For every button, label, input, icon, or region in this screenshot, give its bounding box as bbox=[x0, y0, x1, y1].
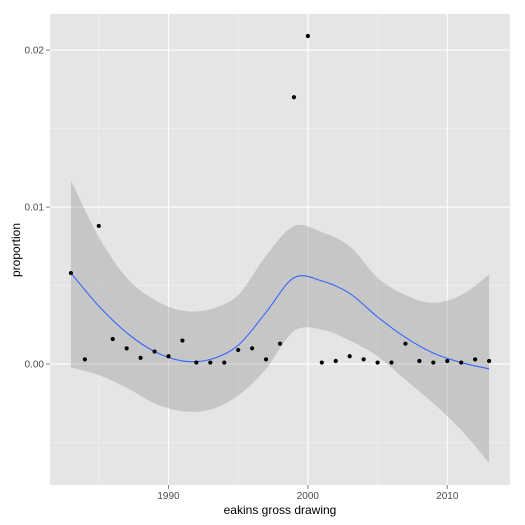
y-tick-label: 0.01 bbox=[25, 203, 45, 214]
data-point bbox=[473, 357, 478, 362]
grid-minor bbox=[50, 14, 510, 485]
x-tick-label: 1990 bbox=[157, 491, 180, 502]
loess-line bbox=[70, 272, 490, 370]
data-points bbox=[68, 33, 492, 365]
data-point bbox=[138, 355, 143, 360]
data-point bbox=[152, 349, 157, 354]
data-point bbox=[389, 360, 394, 365]
x-tick-label: 2010 bbox=[436, 491, 459, 502]
data-point bbox=[403, 341, 408, 346]
data-point bbox=[333, 358, 338, 364]
data-point bbox=[319, 360, 324, 365]
y-tick-label: 0.00 bbox=[25, 360, 45, 371]
x-tick-label: 2000 bbox=[297, 491, 320, 502]
data-point bbox=[194, 360, 199, 365]
data-point bbox=[208, 360, 213, 365]
data-point bbox=[431, 360, 436, 365]
data-point bbox=[277, 341, 283, 346]
data-point bbox=[361, 357, 366, 362]
x-axis-title: eakins gross drawing bbox=[224, 503, 337, 517]
data-point bbox=[222, 360, 227, 365]
data-point bbox=[347, 354, 352, 359]
data-point bbox=[82, 357, 87, 362]
x-axis: 1990 2000 2010 bbox=[157, 485, 459, 502]
data-point bbox=[68, 270, 74, 276]
data-point bbox=[445, 358, 450, 364]
y-tick-label: 0.02 bbox=[25, 46, 45, 57]
data-point bbox=[291, 95, 297, 100]
data-point bbox=[417, 358, 422, 364]
data-point bbox=[180, 338, 185, 343]
data-point bbox=[166, 354, 171, 359]
data-point bbox=[305, 33, 310, 39]
confidence-ribbon bbox=[70, 180, 490, 464]
data-point bbox=[263, 357, 269, 362]
data-point bbox=[124, 346, 129, 351]
y-axis-title: proportion bbox=[9, 223, 23, 277]
data-point bbox=[375, 360, 380, 365]
data-point bbox=[459, 360, 464, 365]
data-point bbox=[110, 336, 115, 342]
smooth-line bbox=[70, 272, 490, 370]
data-point bbox=[486, 358, 492, 364]
y-axis: 0.00 0.01 0.02 bbox=[25, 46, 50, 371]
plot-panel bbox=[50, 14, 510, 485]
data-point bbox=[236, 347, 241, 353]
data-point bbox=[96, 223, 101, 229]
confidence-band bbox=[70, 180, 490, 464]
data-point bbox=[250, 346, 255, 351]
